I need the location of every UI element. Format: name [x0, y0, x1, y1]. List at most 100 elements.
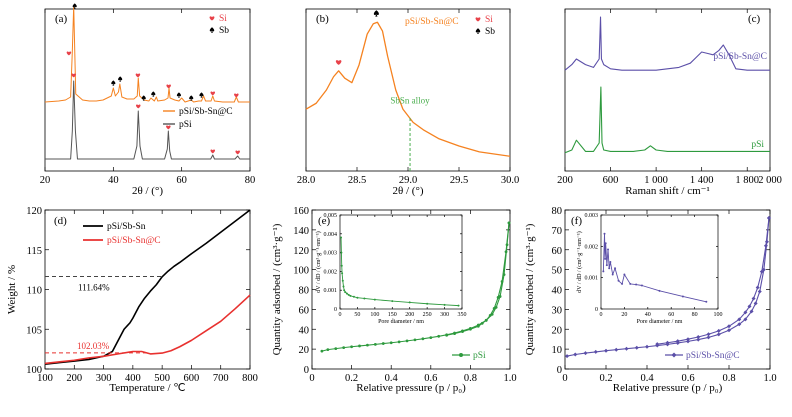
data-point — [437, 334, 441, 338]
inset-data-point — [344, 291, 347, 294]
inset-y-tick-label: 0.003 — [324, 251, 338, 257]
y-tick-label: 120 — [26, 206, 42, 217]
inset-y-tick-label: 0.002 — [585, 244, 599, 250]
data-point — [686, 337, 690, 342]
inset-y-tick-label: 0.004 — [324, 232, 338, 238]
y-tick-label: 20 — [552, 325, 563, 336]
inset-x-tick-label: 100 — [714, 312, 723, 318]
spade-marker-icon — [199, 92, 204, 98]
inset-data-point — [603, 232, 606, 235]
x-tick-label: 300 — [96, 373, 112, 384]
x-tick-label: 80 — [245, 175, 256, 186]
x-tick-label: 200 — [66, 373, 82, 384]
x-axis-title: Temperature / ℃ — [109, 382, 185, 394]
inset-data-point — [341, 272, 344, 275]
legend-label: pSi/Sb-Sn@C — [686, 351, 740, 361]
data-point — [373, 342, 377, 346]
inset-data-point — [621, 282, 624, 285]
data-point — [645, 344, 649, 349]
y-tick-label: 70 — [552, 226, 563, 237]
data-point — [593, 349, 598, 354]
data-point — [429, 336, 433, 339]
data-point — [496, 296, 500, 299]
inset-x-tick-label: 0 — [339, 312, 342, 318]
heart-marker-icon — [135, 73, 141, 78]
series-line-psi-sb-sn-c — [44, 294, 251, 365]
spade-marker-icon — [118, 76, 123, 82]
inset-data-point — [640, 284, 643, 287]
heart-marker-icon — [210, 149, 216, 154]
inset-x-tick-label: 150 — [388, 312, 397, 318]
x-tick-label: 20 — [40, 175, 51, 186]
x-axis-title: Raman shift / cm⁻¹ — [625, 185, 710, 197]
y-tick-label: 0 — [557, 365, 562, 376]
panel-b-xrd-zoom: 28.0 28.5 29.0 29.5 30.0 2θ / (°) (b) pSi/Sb-Sn… — [297, 8, 519, 197]
data-point — [405, 339, 409, 343]
x-tick-label: 0.2 — [599, 373, 612, 384]
inset-data-point — [391, 300, 394, 303]
data-point — [397, 340, 401, 344]
series-line-psi-sb-sn-c — [564, 16, 770, 71]
inset-data-point — [426, 302, 429, 305]
inset-x-tick-label: 100 — [370, 312, 379, 318]
data-point — [484, 318, 488, 322]
y-tick-label: 115 — [27, 246, 42, 257]
inset-data-point — [340, 251, 343, 254]
x-tick-label: 600 — [603, 175, 619, 186]
inset-x-tick-label: 50 — [354, 312, 360, 318]
data-point — [634, 345, 639, 350]
data-point — [453, 332, 456, 336]
series-line-psi-sb-sn-c — [44, 5, 250, 103]
inset-data-point — [343, 289, 346, 292]
x-axis-title: Relative pressure (p / p₀) — [613, 382, 723, 394]
y-tick-label: 110 — [27, 286, 42, 297]
data-point — [421, 337, 425, 341]
y-tick-label: 120 — [293, 246, 309, 257]
data-point — [743, 317, 748, 322]
y-tick-label: 0 — [304, 365, 309, 376]
level-annotation: 102.03% — [77, 341, 110, 351]
heart-marker-icon — [71, 73, 76, 78]
y-tick-label: 100 — [26, 365, 42, 376]
x-tick-label: 0.6 — [681, 373, 694, 384]
x-tick-label: 0 — [562, 373, 567, 384]
data-point — [686, 339, 690, 344]
inset-data-point — [340, 264, 343, 267]
data-point — [749, 309, 754, 314]
legend-marker — [459, 353, 463, 357]
data-point — [737, 322, 742, 327]
inset-data-point — [457, 304, 460, 307]
inset-data-point — [617, 279, 620, 282]
panel-f-bet-composite: 0 0.2 0.4 0.6 0.8 1.0 0 10 20 30 40 50 60 70 80 Relativ… — [524, 206, 777, 394]
inset-data-point — [356, 296, 359, 299]
y-tick-label: 160 — [293, 206, 309, 217]
heart-marker-icon — [166, 84, 171, 89]
y-axis-title: Quantity adsorbed / (cm³·g⁻¹) — [524, 223, 536, 355]
x-tick-label: 0 — [309, 373, 314, 384]
y-tick-label: 20 — [299, 345, 310, 356]
data-point — [751, 296, 756, 301]
data-point — [358, 344, 361, 348]
series-line-psi-sb-sn — [44, 209, 251, 366]
y-axis-title: Weight / % — [6, 265, 18, 314]
inset-data-point — [605, 264, 608, 267]
data-point — [326, 348, 330, 352]
y-tick-label: 105 — [26, 325, 42, 336]
heart-marker-icon — [166, 125, 171, 130]
x-tick-label: 800 — [242, 373, 258, 384]
level-annotation: 111.64% — [78, 282, 110, 292]
inset-data-point — [373, 298, 376, 301]
inset-y-tick-label: 0.003 — [585, 213, 599, 219]
heart-marker-icon — [234, 93, 239, 98]
inset-y-tick-label: 0 — [334, 307, 337, 313]
series-line-composite — [305, 21, 511, 157]
sbsn-annotation: SbSn alloy — [390, 95, 430, 105]
data-point — [469, 327, 472, 331]
y-tick-label: 80 — [299, 286, 310, 297]
legend-label: pSi/Sb-Sn — [107, 222, 146, 232]
data-point — [500, 280, 504, 283]
heart-marker-icon — [66, 51, 72, 56]
inset-x-tick-label: 40 — [645, 312, 651, 318]
inset-data-point — [705, 300, 708, 303]
series-label: pSi — [751, 140, 764, 150]
